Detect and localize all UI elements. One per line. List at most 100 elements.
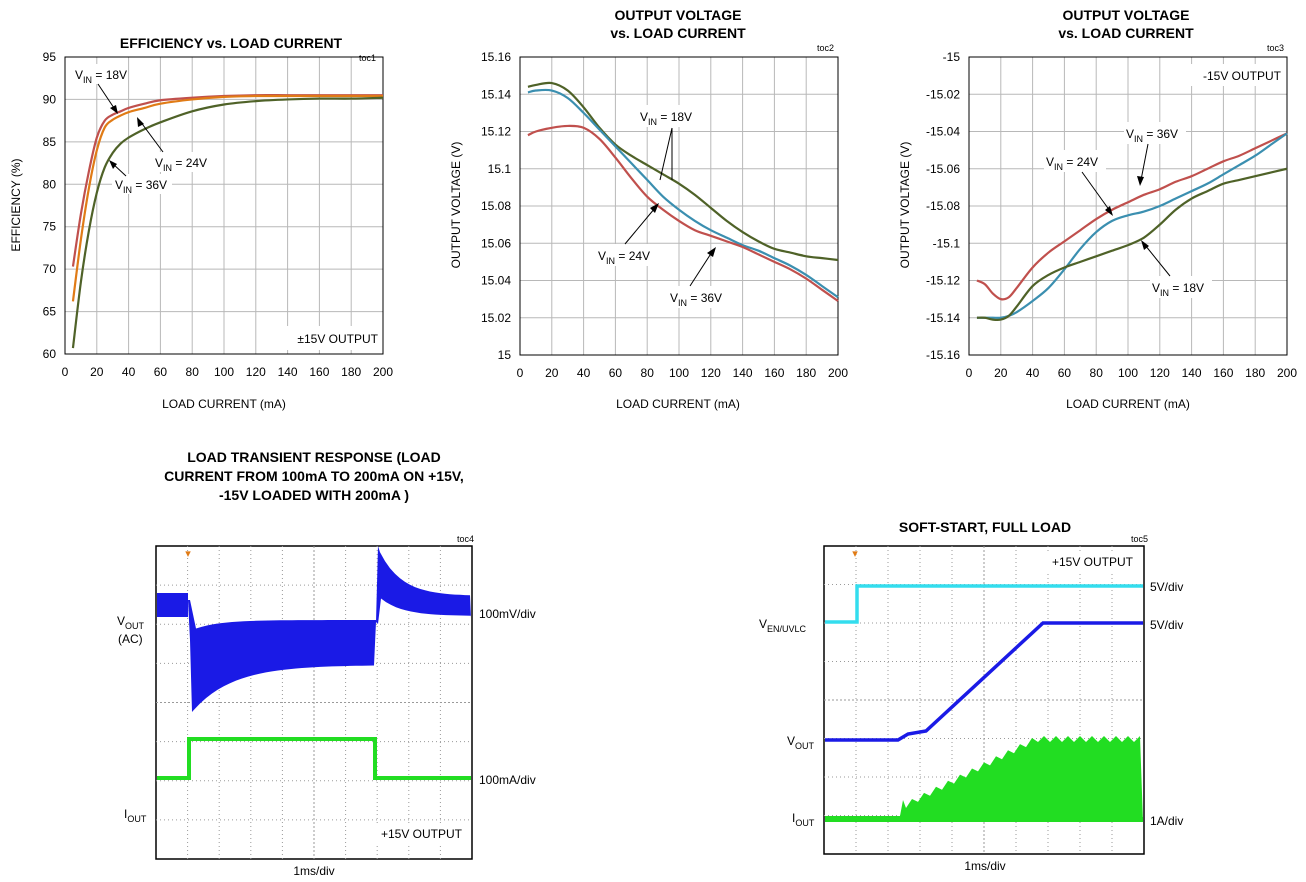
x-tick-label: 180 (1245, 366, 1265, 380)
load-transient-scope: LOAD TRANSIENT RESPONSE (LOAD CURRENT FR… (117, 449, 536, 878)
y-tick-label: 15.1 (488, 162, 512, 176)
vout-trace (825, 621, 1143, 742)
x-tick-label: 160 (1213, 366, 1233, 380)
output-voltage-negative-chart: OUTPUT VOLTAGE vs. LOAD CURRENT toc3 0 20… (898, 7, 1297, 411)
chart-title: EFFICIENCY vs. LOAD CURRENT (120, 35, 343, 51)
x-tick-label: 60 (609, 366, 623, 380)
series-label-vin18: VIN = 18V (638, 105, 700, 181)
chart-title-line-3: -15V LOADED WITH 200mA ) (219, 487, 409, 503)
arrow-head-icon (650, 203, 659, 213)
ven-label: VEN/UVLC (759, 617, 807, 634)
chart-title-line-1: OUTPUT VOLTAGE (614, 7, 741, 23)
note-box (280, 326, 380, 350)
y-tick-label: 60 (43, 347, 57, 361)
output-note: +15V OUTPUT (1052, 555, 1134, 569)
x-tick-label: 0 (966, 366, 973, 380)
y-tick-label: 15.12 (481, 125, 511, 139)
ven-trace (825, 584, 1143, 624)
series-label-vin18: VIN = 18V (1141, 240, 1212, 298)
iout-scale: 1A/div (1150, 814, 1183, 828)
iout-scale: 100mA/div (479, 773, 536, 787)
y-axis-label: OUTPUT VOLTAGE (V) (898, 142, 912, 269)
x-tick-label: 80 (641, 366, 655, 380)
arrow-head-icon (109, 160, 117, 169)
series-label-vin24: VIN = 24V (596, 203, 659, 266)
x-tick-label: 80 (1090, 366, 1104, 380)
vout-label: VOUT (787, 734, 815, 751)
y-tick-label: 15.06 (481, 236, 511, 250)
y-tick-label: 95 (43, 50, 57, 64)
chart-title-line-2: vs. LOAD CURRENT (610, 25, 746, 41)
y-tick-label: -15.04 (926, 125, 960, 139)
chart-title-line-1: LOAD TRANSIENT RESPONSE (LOAD (187, 449, 441, 465)
series-line (527, 124, 839, 302)
note-box (1188, 64, 1282, 86)
toc-label: toc5 (1131, 534, 1148, 544)
x-axis-label: LOAD CURRENT (mA) (162, 397, 286, 411)
y-tick-label: -15.14 (926, 311, 960, 325)
svg-text:VIN = 24V: VIN = 24V (598, 249, 650, 266)
x-tick-label: 200 (373, 365, 393, 379)
vout-label: VOUT (117, 614, 145, 631)
x-tick-label: 40 (577, 366, 591, 380)
soft-start-scope: SOFT-START, FULL LOAD toc5 ▾ +15V OUTPUT… (759, 519, 1183, 873)
series-line (976, 132, 1288, 301)
arrow-head-icon (1137, 176, 1144, 186)
x-tick-label: 0 (62, 365, 69, 379)
x-tick-label: 80 (186, 365, 200, 379)
series-line (71, 96, 384, 349)
svg-text:VIN = 18V: VIN = 18V (1152, 281, 1204, 298)
y-tick-label: -15 (943, 50, 961, 64)
series-line (527, 81, 839, 262)
y-tick-label: 15.04 (481, 274, 511, 288)
vout-trace-undershoot (188, 600, 376, 712)
series-label-vin36: VIN = 36V (668, 247, 730, 308)
x-tick-label: 200 (828, 366, 848, 380)
arrow-head-icon (707, 247, 716, 257)
x-tick-label: 60 (1058, 366, 1072, 380)
x-tick-label: 40 (1026, 366, 1040, 380)
y-tick-label: -15.16 (926, 348, 960, 362)
trigger-marker-icon: ▾ (185, 548, 191, 560)
svg-text:VIN = 36V: VIN = 36V (1126, 127, 1178, 144)
vin-sub: IN (83, 75, 92, 85)
series-line (976, 132, 1288, 319)
note-box (366, 823, 468, 843)
iout-trace (825, 736, 1143, 822)
output-note: -15V OUTPUT (1203, 69, 1282, 83)
y-tick-label: 15.08 (481, 199, 511, 213)
arrow-head-icon (1141, 240, 1149, 250)
y-tick-label: 15.16 (481, 50, 511, 64)
toc-label: toc4 (457, 534, 474, 544)
chart-title: SOFT-START, FULL LOAD (899, 519, 1071, 535)
x-tick-label: 100 (669, 366, 689, 380)
x-tick-label: 20 (545, 366, 559, 380)
vin-main: V (75, 68, 83, 82)
trigger-marker-icon: ▾ (852, 548, 858, 560)
chart-title-line-1: OUTPUT VOLTAGE (1062, 7, 1189, 23)
output-note: +15V OUTPUT (381, 827, 463, 841)
y-tick-label: -15.1 (933, 236, 961, 250)
efficiency-chart: EFFICIENCY vs. LOAD CURRENT toc1 0 20 40 60… (9, 35, 393, 411)
plot-frame (64, 56, 384, 355)
x-tick-label: 160 (309, 365, 329, 379)
svg-text:VIN = 18V: VIN = 18V (640, 110, 692, 127)
vout-trace-band (157, 593, 188, 617)
chart-title-line-2: CURRENT FROM 100mA TO 200mA ON +15V, (164, 468, 464, 484)
y-tick-label: -15.06 (926, 162, 960, 176)
svg-text:VIN = 36V: VIN = 36V (670, 291, 722, 308)
series-label-vin18: VIN = 18V (72, 64, 128, 114)
y-axis-label: OUTPUT VOLTAGE (V) (449, 142, 463, 269)
note-box (1036, 551, 1138, 571)
y-tick-label: 15.14 (481, 87, 511, 101)
x-tick-label: 100 (214, 365, 234, 379)
y-tick-label: 65 (43, 305, 57, 319)
svg-text:VIN = 24V: VIN = 24V (1046, 155, 1098, 172)
x-tick-label: 160 (764, 366, 784, 380)
x-tick-label: 120 (246, 365, 266, 379)
ven-scale: 5V/div (1150, 580, 1183, 594)
arrow-head-icon (110, 105, 118, 114)
y-tick-label: -15.02 (926, 87, 960, 101)
series-line (527, 88, 839, 299)
